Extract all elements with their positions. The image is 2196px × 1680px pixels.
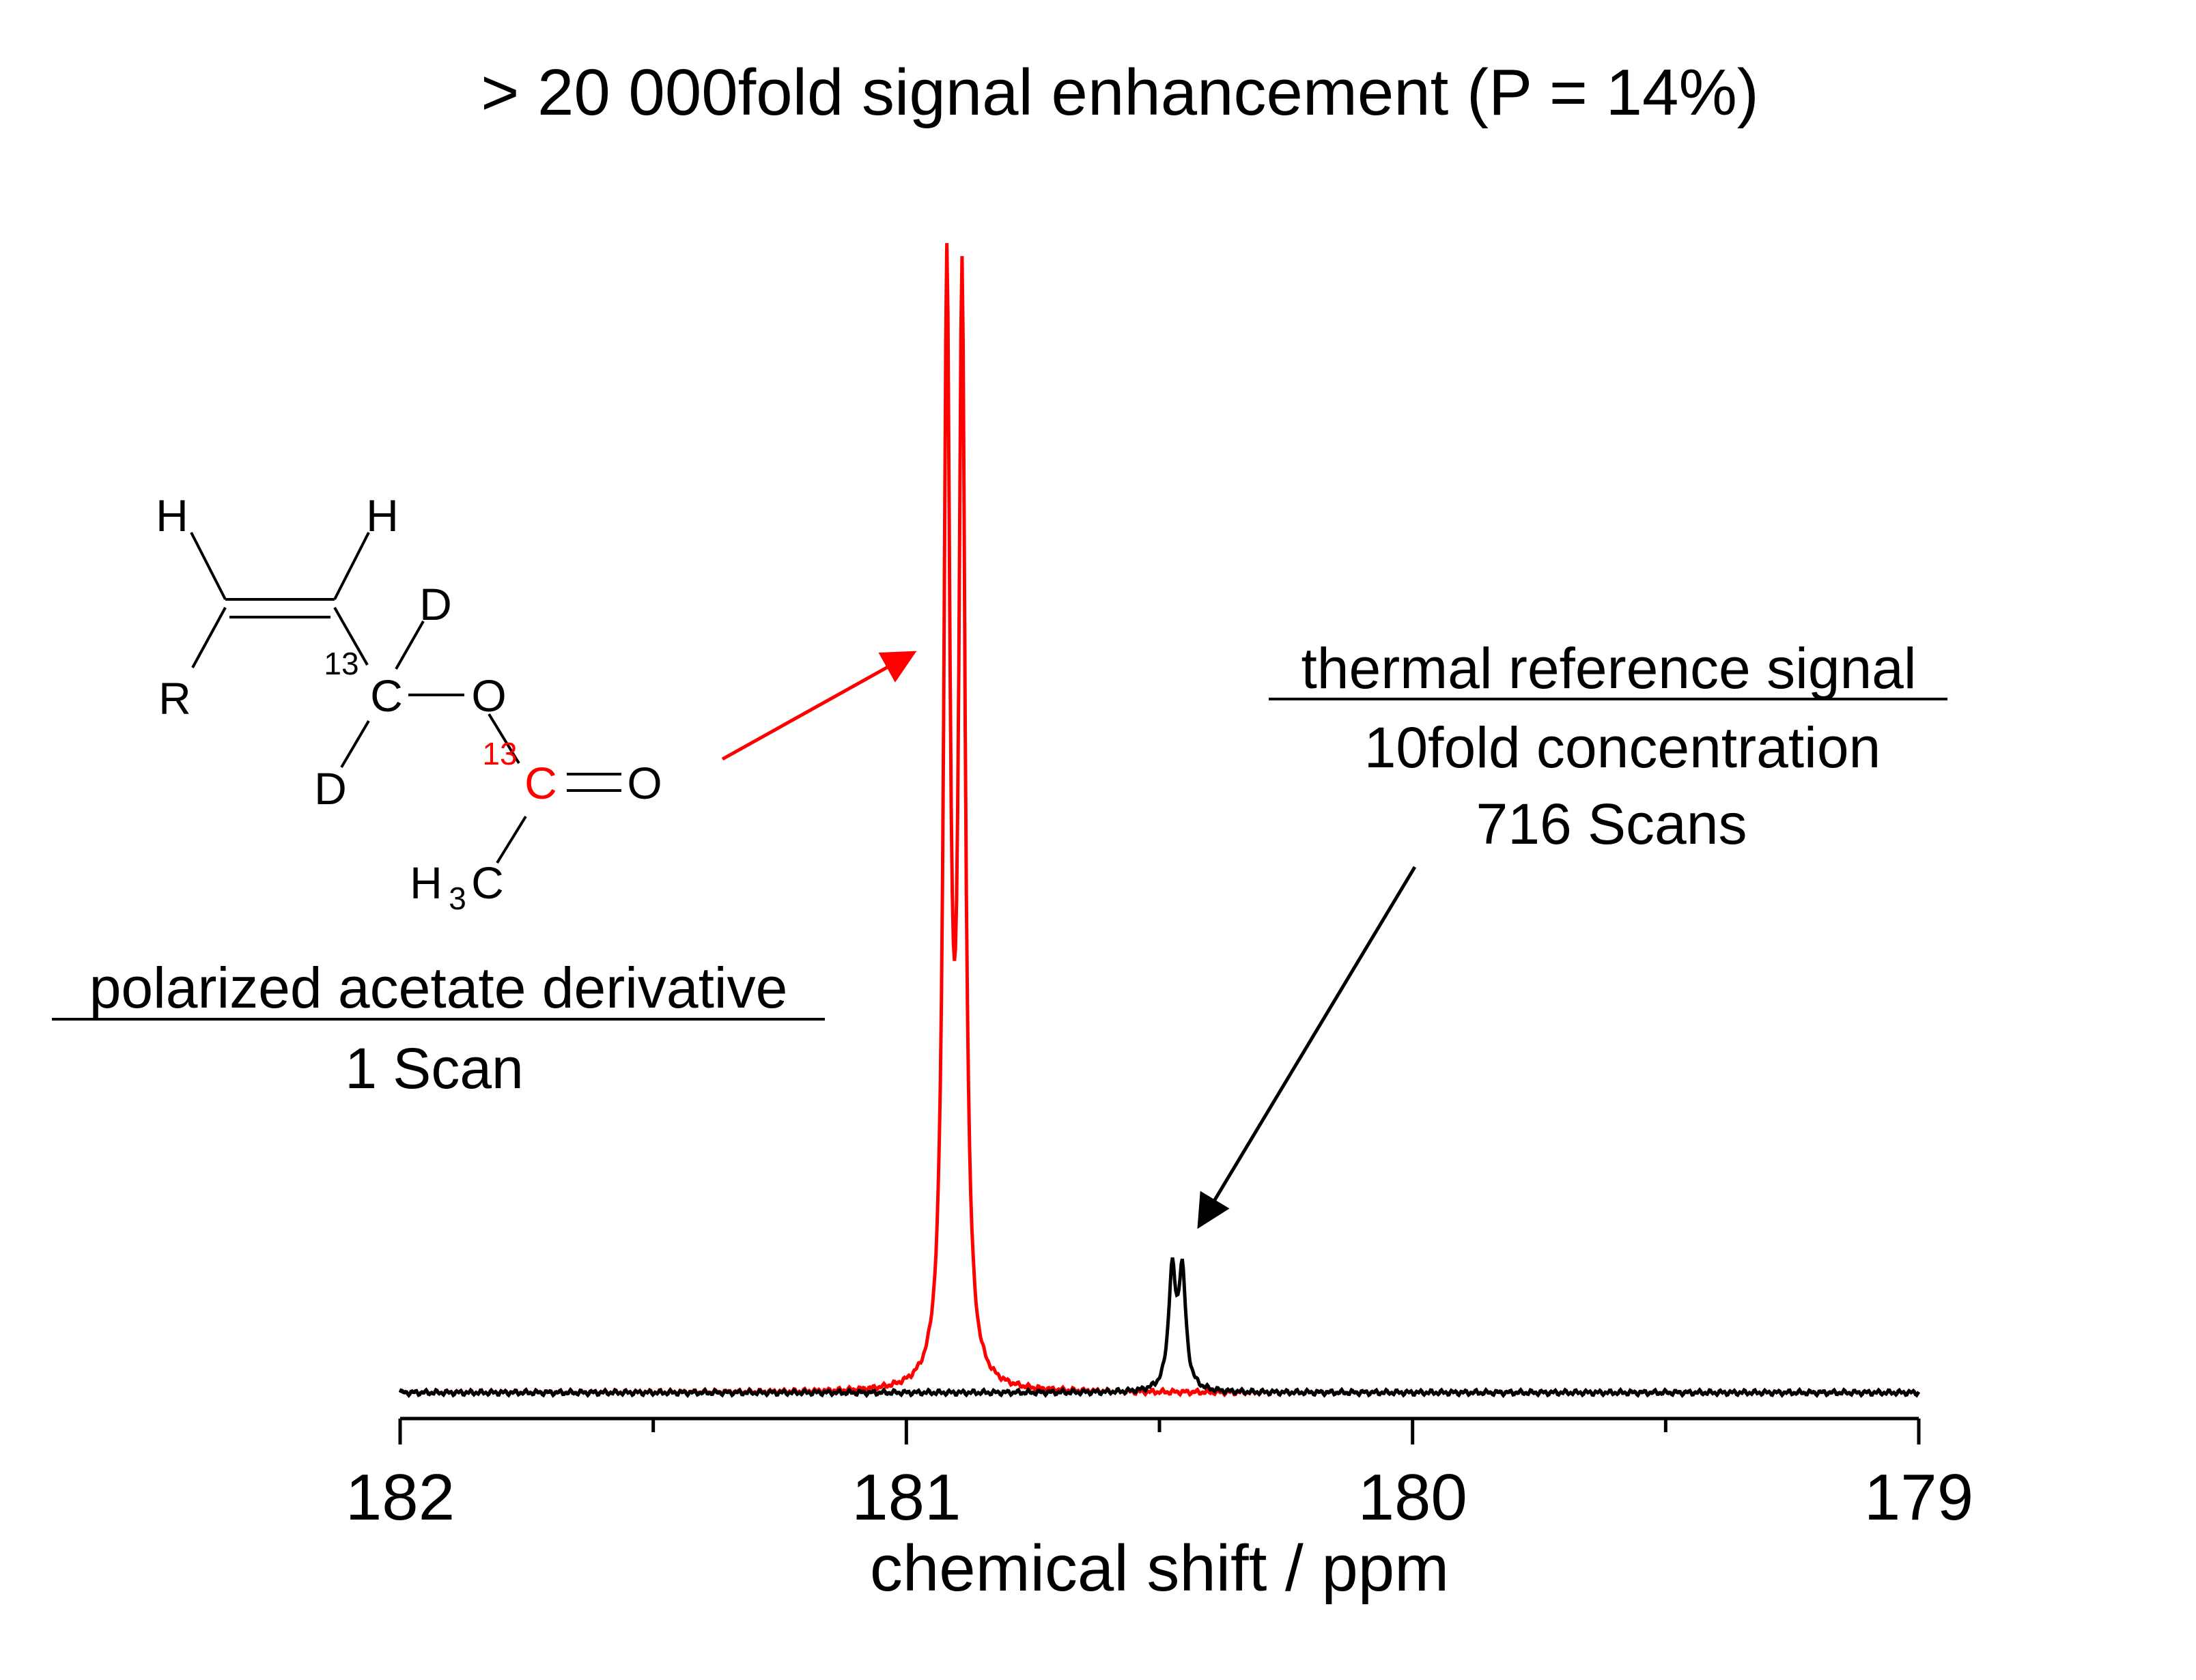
isotope-label-ch2: 13 xyxy=(324,646,358,681)
thermal-annotation: thermal reference signal 10fold concentr… xyxy=(1269,636,1947,856)
atom-c-carbonyl: C xyxy=(524,758,557,808)
atom-o-carbonyl: O xyxy=(627,758,662,808)
bond-ch2 xyxy=(333,607,369,666)
thermal-annotation-title: thermal reference signal xyxy=(1301,636,1916,700)
thermal-spectrum-line xyxy=(398,1257,1921,1398)
x-tick-label: 179 xyxy=(1864,1461,1973,1534)
atom-h-left: H xyxy=(156,490,188,541)
polarized-annotation: polarized acetate derivative 1 Scan xyxy=(52,956,825,1100)
polarized-arrow xyxy=(721,651,917,761)
bond-h-left xyxy=(190,532,227,600)
x-tick-label: 180 xyxy=(1358,1461,1467,1534)
molecule-structure: H H R D 13 C O D 13 C O H 3 C xyxy=(156,490,662,916)
atom-d-bottom: D xyxy=(314,763,347,814)
thermal-annotation-scans: 716 Scans xyxy=(1476,792,1747,856)
atom-o-ester: O xyxy=(471,670,506,721)
atom-h-right: H xyxy=(366,490,399,541)
x-axis-label: chemical shift / ppm xyxy=(870,1532,1449,1605)
atom-methyl-h: H xyxy=(410,857,442,908)
bond-r xyxy=(191,607,227,668)
x-tick-label: 181 xyxy=(851,1461,961,1534)
isotope-label-carbonyl: 13 xyxy=(482,736,517,771)
chart-title: > 20 000fold signal enhancement (P = 14%… xyxy=(481,56,1759,129)
polarized-annotation-title: polarized acetate derivative xyxy=(89,956,788,1020)
thermal-arrow xyxy=(1197,866,1417,1229)
atom-methyl-c: C xyxy=(471,857,504,908)
atom-d-top: D xyxy=(419,579,452,629)
polarized-annotation-scans: 1 Scan xyxy=(345,1036,524,1100)
x-axis: 182 181 180 179 xyxy=(346,1416,1973,1534)
bond-d-bottom xyxy=(340,720,370,769)
atom-methyl-sub: 3 xyxy=(449,881,466,916)
bond-h-right xyxy=(333,532,370,600)
spectrum-plot xyxy=(398,243,1921,1398)
bond-o-carbonyl xyxy=(488,713,520,765)
atom-r: R xyxy=(158,673,191,724)
atom-c-ch2: C xyxy=(370,670,403,721)
bond-d-top xyxy=(395,621,425,670)
bond-methyl xyxy=(496,815,527,864)
thermal-annotation-concentration: 10fold concentration xyxy=(1364,715,1881,780)
x-tick-label: 182 xyxy=(346,1461,455,1534)
